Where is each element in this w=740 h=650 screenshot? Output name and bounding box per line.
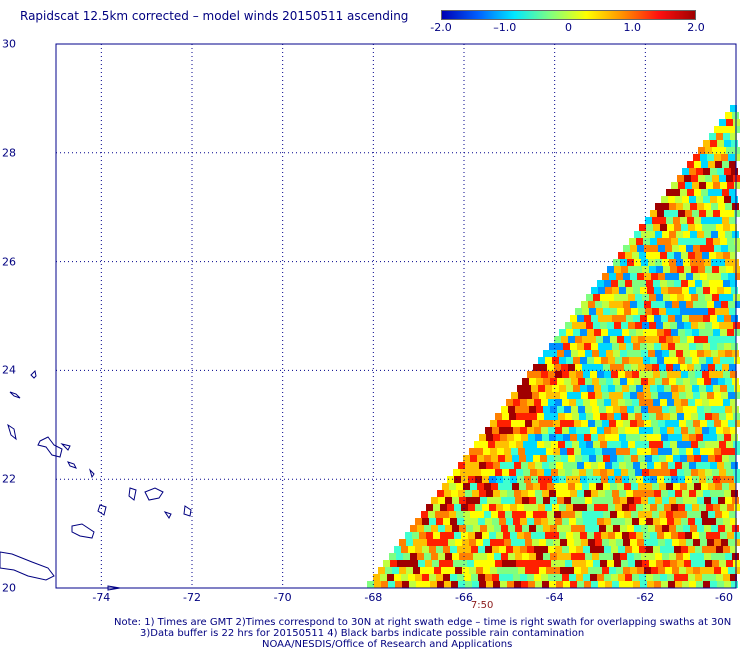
swath-cells bbox=[367, 105, 740, 588]
latitude-tick: 22 bbox=[2, 472, 16, 486]
note-line-2: 3)Data buffer is 22 hrs for 20150511 4) … bbox=[140, 628, 585, 639]
colorbar-tick: –1.0 bbox=[493, 21, 517, 34]
map-title: Rapidscat 12.5km corrected – model winds… bbox=[20, 9, 409, 23]
coast-island bbox=[7, 423, 17, 441]
note-line-3: NOAA/NESDIS/Office of Research and Appli… bbox=[262, 639, 513, 650]
coast-island bbox=[163, 511, 172, 519]
coast-island bbox=[183, 505, 192, 517]
coast-island bbox=[97, 504, 107, 516]
coast-island bbox=[128, 487, 137, 501]
latitude-tick: 24 bbox=[2, 363, 16, 377]
latitude-tick: 28 bbox=[2, 146, 16, 160]
latitude-tick: 26 bbox=[2, 255, 16, 269]
colorbar-tick: 2.0 bbox=[687, 21, 705, 34]
latitude-tick: 30 bbox=[2, 37, 16, 51]
coast-island bbox=[60, 443, 71, 451]
longitude-tick: -68 bbox=[364, 591, 383, 604]
colorbar bbox=[441, 10, 696, 20]
colorbar-tick: 1.0 bbox=[623, 21, 642, 34]
longitude-tick: -66 bbox=[455, 591, 473, 604]
longitude-tick: -74 bbox=[92, 591, 111, 604]
swath-time-label: 7:50 bbox=[470, 600, 494, 611]
coast-island bbox=[71, 523, 95, 539]
coast-island bbox=[0, 551, 55, 581]
longitude-tick: -70 bbox=[273, 591, 292, 604]
note-line-1: Note: 1) Times are GMT 2)Times correspon… bbox=[114, 617, 732, 628]
longitude-tick: -60 bbox=[715, 591, 733, 604]
longitude-tick: -62 bbox=[636, 591, 655, 604]
coast-island bbox=[37, 436, 63, 458]
longitude-tick: -64 bbox=[545, 591, 564, 604]
coast-island bbox=[144, 487, 164, 501]
colorbar-tick: 0 bbox=[565, 21, 572, 34]
coast-island bbox=[67, 461, 77, 469]
coastlines bbox=[0, 369, 192, 591]
latitude-tick: 20 bbox=[2, 581, 16, 595]
coast-island bbox=[30, 369, 37, 379]
plot-frame bbox=[55, 43, 737, 589]
colorbar-tick: -2.0 bbox=[430, 21, 452, 34]
coast-island bbox=[88, 468, 95, 479]
longitude-tick: -72 bbox=[183, 591, 201, 604]
coast-island bbox=[9, 391, 21, 399]
